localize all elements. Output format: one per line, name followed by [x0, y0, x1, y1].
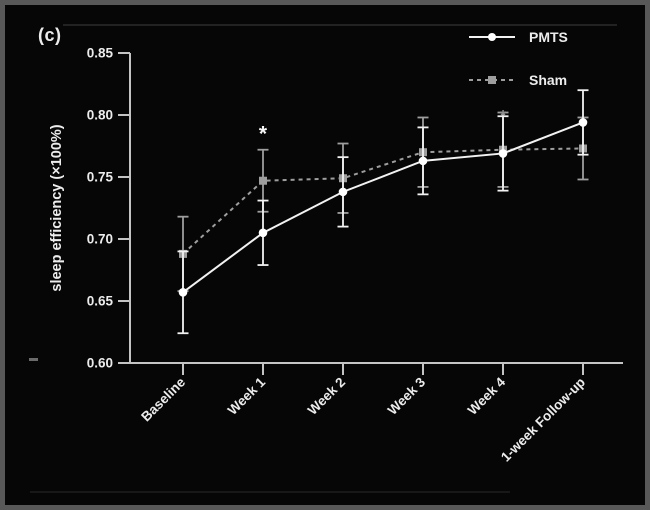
y-axis-label: sleep efficiency (×100%) — [49, 124, 65, 291]
pmts-marker — [258, 228, 268, 238]
legend-label: Sham — [529, 72, 567, 88]
pmts-marker — [418, 156, 428, 166]
x-tick-label: Week 4 — [465, 374, 509, 418]
y-tick-label: 0.60 — [87, 356, 113, 371]
legend-item-pmts: PMTS — [469, 29, 568, 45]
edge-artifact-dash — [29, 358, 38, 361]
y-tick-label: 0.65 — [87, 294, 114, 309]
series-sham — [177, 111, 589, 292]
pmts-line — [182, 121, 584, 294]
significance-asterisk: * — [259, 122, 268, 145]
legend-square-marker — [488, 76, 496, 84]
x-tick-label: Week 2 — [305, 375, 348, 418]
sleep-efficiency-line-chart: 0.60 0.65 0.70 0.75 0.80 0.85 sleep efficiency… — [29, 24, 623, 493]
legend-item-sham: Sham — [469, 72, 567, 88]
pmts-marker — [498, 149, 508, 158]
x-tick-label: 1-week Follow-up — [498, 375, 588, 465]
x-tick-label: Week 1 — [225, 374, 269, 418]
y-tick-label: 0.70 — [87, 232, 113, 247]
y-tick-label: 0.75 — [87, 170, 114, 185]
legend-circle-marker — [488, 33, 496, 41]
pmts-marker — [338, 187, 348, 197]
x-tick-label: Week 3 — [385, 374, 429, 418]
significance-asterisk: * — [500, 107, 506, 124]
legend: PMTS Sham — [469, 29, 568, 88]
series-pmts — [177, 89, 589, 335]
y-tick-label: 0.85 — [87, 46, 114, 61]
sham-line — [182, 147, 584, 255]
pmts-marker — [178, 288, 188, 297]
sham-marker — [259, 176, 267, 185]
panel-label: (c) — [38, 25, 62, 45]
x-tick-label: Baseline — [138, 374, 188, 424]
pmts-marker — [578, 118, 588, 127]
y-tick-label: 0.80 — [87, 108, 113, 123]
legend-label: PMTS — [529, 29, 568, 45]
